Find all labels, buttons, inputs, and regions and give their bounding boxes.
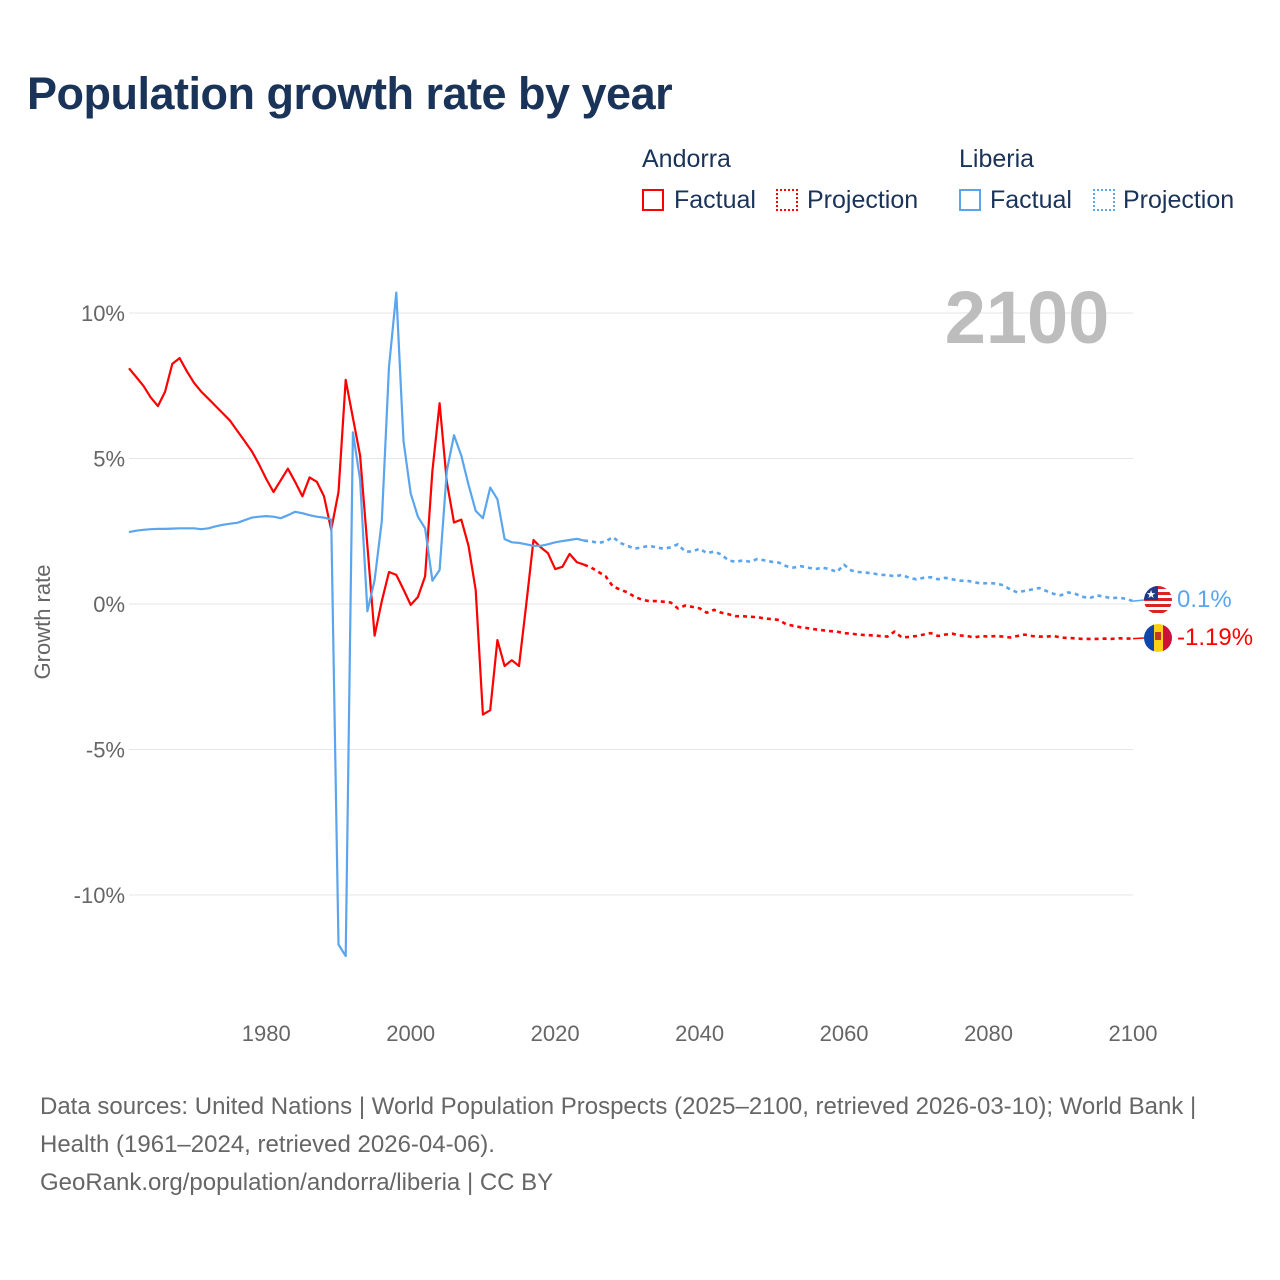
y-tick-label: -10%	[74, 883, 125, 908]
liberia-flag-icon: ★	[1144, 586, 1172, 614]
andorra-end-connector	[1132, 637, 1145, 640]
andorra-factual-line	[128, 357, 585, 716]
x-tick-label: 2000	[386, 1021, 435, 1046]
legend-swatch-liberia-projection[interactable]	[1093, 189, 1115, 211]
page-title: Population growth rate by year	[27, 68, 673, 119]
x-tick-label: 2100	[1109, 1021, 1158, 1046]
liberia-end-value: 0.1%	[1177, 586, 1232, 613]
legend-label-liberia-factual[interactable]: Factual	[990, 186, 1072, 214]
y-tick-label: 10%	[81, 301, 125, 326]
liberia-projection-line	[583, 535, 1134, 603]
legend-group-andorra: Andorra	[642, 145, 731, 173]
y-tick-label: 5%	[93, 447, 125, 472]
legend-label-andorra-projection[interactable]: Projection	[807, 186, 919, 214]
x-tick-label: 2020	[531, 1021, 580, 1046]
y-axis-label: Growth rate	[30, 565, 55, 680]
svg-text:★: ★	[1146, 589, 1156, 601]
source-link[interactable]: GeoRank.org/population/andorra/liberia |…	[40, 1169, 554, 1196]
chart-plot: 10% 5% 0% -5% -10% 1980 2000 2020 2040 2060 2080 21…	[30, 276, 1253, 1046]
liberia-factual-line	[128, 291, 585, 958]
andorra-flag-icon	[1144, 624, 1172, 652]
legend-label-andorra-factual[interactable]: Factual	[674, 186, 756, 214]
legend-swatch-liberia-factual[interactable]	[959, 189, 981, 211]
liberia-end-connector	[1132, 599, 1145, 602]
x-tick-label: 1980	[242, 1021, 291, 1046]
footer: Data sources: United Nations | World Pop…	[40, 1088, 1240, 1202]
y-tick-label: -5%	[86, 738, 125, 763]
legend-swatch-andorra-projection[interactable]	[776, 189, 798, 211]
x-tick-label: 2040	[675, 1021, 724, 1046]
current-year-label: 2100	[945, 276, 1110, 359]
data-sources: Data sources: United Nations | World Pop…	[40, 1093, 1197, 1158]
y-tick-label: 0%	[93, 592, 125, 617]
legend-label-liberia-projection[interactable]: Projection	[1123, 186, 1235, 214]
andorra-end-value: -1.19%	[1177, 624, 1253, 651]
legend-swatch-andorra-factual[interactable]	[642, 189, 664, 211]
x-tick-label: 2060	[820, 1021, 869, 1046]
legend-group-liberia: Liberia	[959, 145, 1035, 173]
x-tick-label: 2080	[964, 1021, 1013, 1046]
andorra-projection-line	[583, 563, 1133, 641]
